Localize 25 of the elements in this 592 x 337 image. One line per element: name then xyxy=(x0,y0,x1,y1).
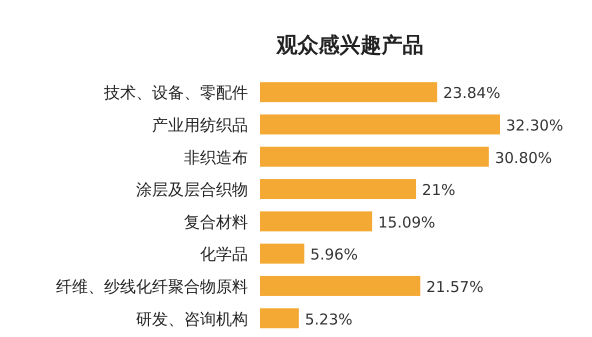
bar xyxy=(260,276,420,296)
data-label: 15.09% xyxy=(378,213,436,232)
bar xyxy=(260,146,489,167)
data-label: 23.84% xyxy=(443,84,500,102)
y-tick-label: 产业用纺织品 xyxy=(152,115,248,134)
data-label: 5.23% xyxy=(304,310,353,328)
y-tick-label: 研发、咨询机构 xyxy=(136,309,248,328)
y-tick-label: 复合材料 xyxy=(184,212,248,232)
data-label: 21.57% xyxy=(426,278,484,296)
bar xyxy=(260,244,304,264)
y-tick-label: 技术、设备、零配件 xyxy=(103,83,248,102)
y-tick-label: 涂层及层合织物 xyxy=(136,180,248,200)
bar xyxy=(260,114,500,134)
bar xyxy=(260,308,299,328)
chart-title: 观众感兴趣产品 xyxy=(276,33,424,57)
bar xyxy=(260,211,372,232)
y-tick-label: 非织造布 xyxy=(184,148,248,167)
y-tick-label: 化学品 xyxy=(200,244,248,264)
bar xyxy=(260,82,438,102)
y-tick-label: 纤维、纱线化纤聚合物原料 xyxy=(56,276,248,296)
data-label: 32.30% xyxy=(506,116,564,134)
data-label: 5.96% xyxy=(310,246,358,264)
data-label: 30.80% xyxy=(494,148,552,167)
bar xyxy=(260,179,416,200)
data-label: 21% xyxy=(422,181,456,200)
